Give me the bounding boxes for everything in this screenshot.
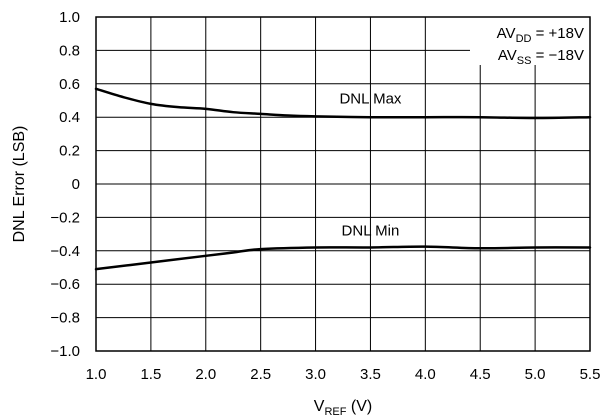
grid xyxy=(96,17,590,351)
series-labels: DNL Max DNL Min xyxy=(339,91,401,240)
y-axis-label: DNL Error (LSB) xyxy=(11,126,28,243)
series-label-dnl-max: DNL Max xyxy=(339,91,401,108)
x-tick-label: 5.5 xyxy=(580,366,601,383)
y-tick-label: 0.4 xyxy=(59,109,80,126)
annotation-line: AVDD = +18V xyxy=(497,25,584,45)
x-tick-label: 4.5 xyxy=(470,366,491,383)
y-tick-label: 0.8 xyxy=(59,42,80,59)
x-tick-label: 1.5 xyxy=(140,366,161,383)
y-tick-label: −0.8 xyxy=(50,310,80,327)
series-line-dnl-min xyxy=(94,245,592,271)
x-tick-labels: 1.0 1.5 2.0 2.5 3.0 3.5 4.0 4.5 5.0 5.5 xyxy=(86,366,601,383)
series-line-dnl-max xyxy=(94,87,592,120)
y-tick-labels: 1.0 0.8 0.6 0.4 0.2 0 −0.2 −0.4 −0.6 −0.8 −1.0 xyxy=(50,9,80,360)
y-tick-label: 1.0 xyxy=(59,9,80,26)
x-tick-label: 1.0 xyxy=(86,366,107,383)
x-axis-label-unit: (V) xyxy=(346,398,372,415)
x-tick-label: 5.0 xyxy=(525,366,546,383)
x-axis-label-main: V xyxy=(314,398,325,415)
y-tick-label: 0 xyxy=(72,176,80,193)
y-tick-label: −0.4 xyxy=(50,243,80,260)
y-tick-label: −1.0 xyxy=(50,343,80,360)
annotation-line: AVSS = −18V xyxy=(498,47,584,67)
x-tick-label: 3.5 xyxy=(360,366,381,383)
x-tick-label: 2.5 xyxy=(250,366,271,383)
plot-frame xyxy=(95,16,591,352)
y-tick-label: 0.2 xyxy=(59,143,80,160)
annotation-background xyxy=(470,17,590,65)
series-label-dnl-min: DNL Min xyxy=(342,222,400,239)
x-axis-label-subscript: REF xyxy=(324,406,346,418)
x-tick-label: 2.0 xyxy=(195,366,216,383)
y-tick-label: −0.6 xyxy=(50,276,80,293)
x-tick-label: 3.0 xyxy=(305,366,326,383)
y-tick-label: −0.2 xyxy=(50,209,80,226)
x-tick-label: 4.0 xyxy=(415,366,436,383)
x-axis-label: VREF (V) xyxy=(314,398,372,418)
series-layer xyxy=(94,87,592,271)
y-tick-label: 0.6 xyxy=(59,76,80,93)
